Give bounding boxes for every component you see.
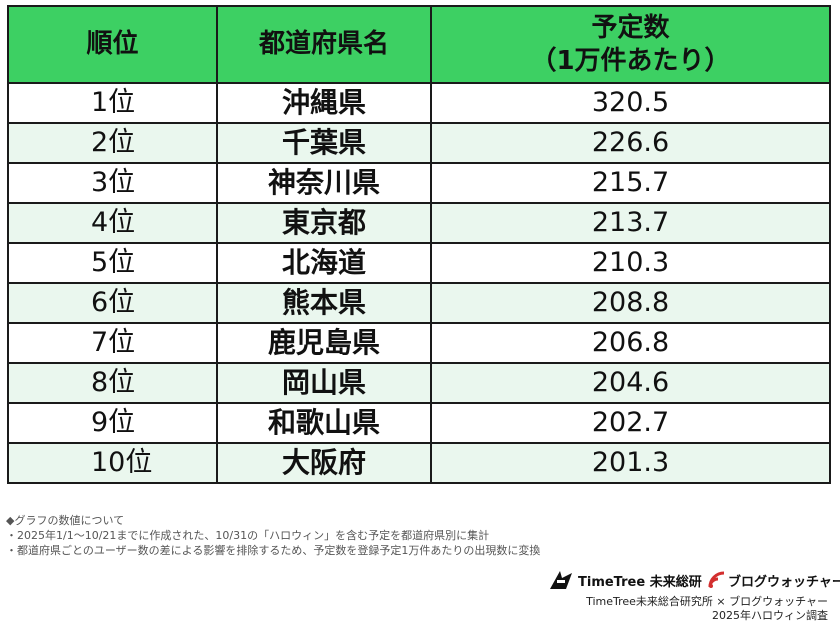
header-prefecture: 都道府県名 [216,5,432,84]
value-cell: 206.8 [430,322,831,364]
value-cell: 208.8 [430,282,831,324]
rank-cell: 2位 [7,122,218,164]
prefecture-cell: 沖縄県 [216,82,432,124]
value-cell: 213.7 [430,202,831,244]
blogwatcher-logo-text: ブログウォッチャー [728,575,840,590]
table-header-row: 順位 都道府県名 予定数 （1万件あたり） [7,5,831,84]
value-cell: 215.7 [430,162,831,204]
prefecture-cell: 千葉県 [216,122,432,164]
prefecture-cell: 東京都 [216,202,432,244]
value-cell: 204.6 [430,362,831,404]
credit-line2: 2025年ハロウィン調査 [712,609,828,622]
table-row: 1位 沖縄県 320.5 [7,82,831,124]
table-row: 9位 和歌山県 202.7 [7,402,831,444]
header-rank: 順位 [7,5,218,84]
header-value-line1: 予定数 [591,12,670,43]
ranking-table: 順位 都道府県名 予定数 （1万件あたり） 1位 沖縄県 320.5 2位 千葉県 226… [7,5,831,484]
table-row: 10位 大阪府 201.3 [7,442,831,484]
note-line: ・都道府県ごとのユーザー数の差による影響を排除するため、予定数を登録予定1万件あ… [6,544,541,557]
rank-cell: 7位 [7,322,218,364]
prefecture-cell: 鹿児島県 [216,322,432,364]
table-row: 8位 岡山県 204.6 [7,362,831,404]
prefecture-cell: 和歌山県 [216,402,432,444]
rank-cell: 3位 [7,162,218,204]
note-line: ・2025年1/1～10/21までに作成された、10/31の「ハロウィン」を含む… [6,529,490,542]
rank-cell: 6位 [7,282,218,324]
rank-cell: 8位 [7,362,218,404]
rank-cell: 10位 [7,442,218,484]
prefecture-cell: 熊本県 [216,282,432,324]
table-row: 5位 北海道 210.3 [7,242,831,284]
value-cell: 201.3 [430,442,831,484]
header-value-line2: （1万件あたり） [530,45,731,76]
prefecture-cell: 北海道 [216,242,432,284]
value-cell: 210.3 [430,242,831,284]
prefecture-cell: 神奈川県 [216,162,432,204]
credit-line1: TimeTree未来総合研究所 × ブログウォッチャー [586,595,828,608]
blogwatcher-logo-icon [708,571,725,588]
table-row: 4位 東京都 213.7 [7,202,831,244]
value-cell: 226.6 [430,122,831,164]
table-row: 7位 鹿児島県 206.8 [7,322,831,364]
table-row: 6位 熊本県 208.8 [7,282,831,324]
table-row: 3位 神奈川県 215.7 [7,162,831,204]
timetree-logo-text: TimeTree 未来総研 [578,575,702,590]
credit: TimeTree未来総合研究所 × ブログウォッチャー 2025年ハロウィン調査 [586,595,828,623]
value-cell: 320.5 [430,82,831,124]
rank-cell: 1位 [7,82,218,124]
prefecture-cell: 岡山県 [216,362,432,404]
table-body: 1位 沖縄県 320.5 2位 千葉県 226.6 3位 神奈川県 215.7 4位 東京都 213.… [7,82,831,484]
header-value: 予定数 （1万件あたり） [430,5,831,84]
rank-cell: 9位 [7,402,218,444]
value-cell: 202.7 [430,402,831,444]
logos: TimeTree 未来総研 ブログウォッチャー [548,568,840,592]
rank-cell: 4位 [7,202,218,244]
note-heading: ◆グラフの数値について [6,514,125,527]
table-row: 2位 千葉県 226.6 [7,122,831,164]
prefecture-cell: 大阪府 [216,442,432,484]
timetree-logo-icon [550,571,572,589]
rank-cell: 5位 [7,242,218,284]
notes: ◆グラフの数値について ・2025年1/1～10/21までに作成された、10/3… [6,513,646,558]
